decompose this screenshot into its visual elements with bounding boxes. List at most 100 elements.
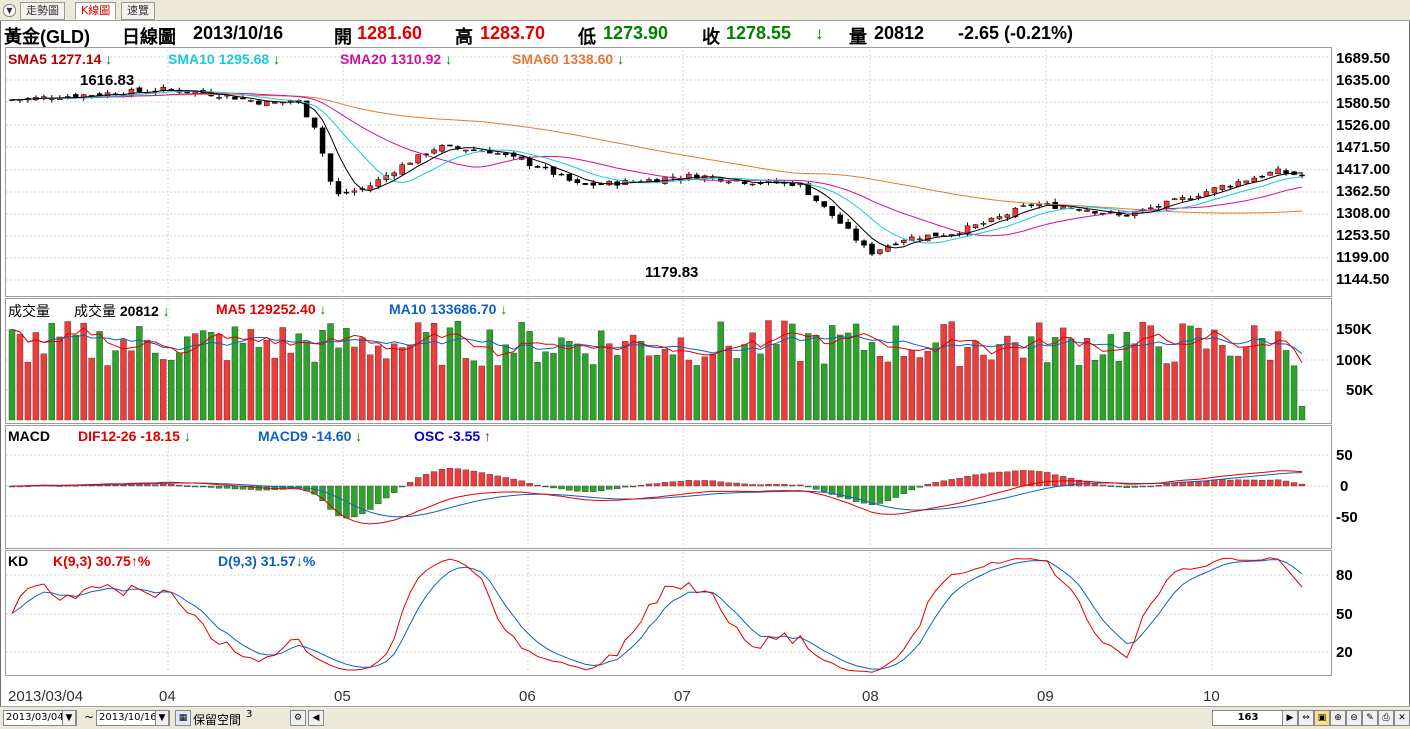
ma5-legend: MA5 129252.40 ↓ (216, 301, 327, 317)
candle-body (192, 91, 198, 94)
save-icon[interactable]: ▣ (1314, 710, 1330, 726)
volume-bar (152, 352, 159, 421)
zoom-in-icon[interactable]: ⊕ (1330, 710, 1346, 726)
osc-bar (542, 485, 549, 488)
sma60-line (11, 94, 1303, 214)
candle-body (1116, 213, 1122, 216)
macd-axis-label: 50 (1336, 447, 1353, 464)
dif-legend: DIF12-26 -18.15 ↓ (78, 428, 191, 444)
osc-bar (168, 484, 175, 487)
candle-body (1179, 197, 1186, 200)
price-axis-label: 1417.00 (1336, 161, 1391, 178)
volume-bar (414, 322, 422, 421)
volume-bar (1203, 348, 1210, 421)
osc-bar (972, 474, 979, 487)
price-panel[interactable] (5, 47, 1332, 297)
price-axis-label: 1144.50 (1336, 271, 1390, 288)
bottom-toolbar: 2013/03/04 ▼ ~ 2013/10/16 ▼ ▦ 保留空間 3 ⚙ ◀… (0, 706, 1410, 729)
start-date-field[interactable]: 2013/03/04 (3, 710, 77, 726)
fit-icon[interactable]: ⇔ (1298, 710, 1314, 726)
print-icon[interactable]: ⎙ (1378, 710, 1394, 726)
menu-dropdown-icon[interactable]: ▼ (3, 4, 16, 17)
candle-body (1147, 207, 1154, 210)
volume-bar (1195, 328, 1202, 421)
volume-bar (1179, 323, 1186, 421)
osc-bar (1282, 480, 1290, 487)
candle-body (821, 201, 827, 207)
macd-axis-label: 0 (1340, 478, 1349, 495)
osc-bar (1227, 479, 1234, 487)
zoom-out-icon[interactable]: ⊖ (1346, 710, 1362, 726)
volume-bar (239, 342, 247, 421)
volume-bar (749, 332, 756, 421)
price-axis-label: 1635.00 (1336, 72, 1391, 89)
volume-bar (566, 341, 573, 421)
candle-body (399, 164, 405, 175)
volume-panel[interactable] (5, 298, 1332, 424)
osc-bar (1298, 483, 1306, 487)
osc-bar (956, 478, 963, 487)
osc-bar (1028, 470, 1035, 487)
osc-bar (383, 485, 390, 499)
osc-bar (924, 484, 931, 487)
osc-bar (494, 475, 501, 487)
osc-legend: OSC -3.55 ↑ (414, 428, 492, 444)
price-axis-label: 1580.50 (1336, 95, 1391, 112)
kd-panel[interactable] (5, 550, 1332, 676)
volume-bar (16, 334, 24, 421)
end-date-field[interactable]: 2013/10/16 (96, 710, 170, 726)
osc-bar (454, 468, 462, 487)
volume-bar (223, 360, 231, 421)
osc-bar (223, 485, 231, 489)
calendar-icon[interactable]: ▦ (175, 710, 191, 726)
price-axis-label: 1689.50 (1336, 50, 1391, 67)
osc-bar (892, 485, 900, 498)
bar-count-field[interactable]: 163 (1212, 710, 1284, 726)
start-date-dropdown-icon[interactable]: ▼ (62, 710, 76, 726)
tools-icon[interactable]: ✎ (1362, 710, 1378, 726)
tab-trend[interactable]: 走勢圖 (20, 2, 65, 20)
candle-body (1227, 185, 1234, 188)
osc-bar (1155, 485, 1162, 487)
osc-bar (1266, 479, 1274, 487)
candle-body (749, 183, 756, 186)
candle-body (917, 238, 923, 241)
volume-bar (757, 353, 764, 421)
end-date-dropdown-icon[interactable]: ▼ (155, 710, 169, 726)
candle-body (351, 190, 358, 193)
osc-bar (645, 483, 653, 487)
date-axis-label: 08 (862, 688, 879, 705)
scroll-right-icon[interactable]: ▶ (1282, 710, 1298, 726)
volume-bar (868, 342, 876, 421)
dif-line (12, 470, 1303, 525)
volume-bar (311, 361, 318, 421)
osc-bar (606, 485, 613, 490)
tab-kline[interactable]: K線圖 (75, 2, 117, 20)
volume-bar (590, 364, 597, 421)
date-range-tilde: ~ (84, 710, 95, 724)
osc-bar (231, 485, 239, 490)
volume-bar (534, 361, 541, 421)
osc-bar (582, 485, 589, 492)
osc-bar (1036, 471, 1043, 487)
date-axis-label: 2013/03/04 (8, 688, 84, 705)
d-arrow-icon: ↓ (295, 553, 303, 569)
settings-icon[interactable]: ⚙ (290, 710, 306, 726)
osc-arrow-icon: ↑ (484, 428, 492, 444)
volume-value: 20812 (874, 23, 925, 43)
high-label: 高 (455, 27, 473, 47)
tab-overview[interactable]: 速覽 (121, 2, 155, 20)
scroll-left-icon[interactable]: ◀ (308, 710, 324, 726)
volume-bar (661, 349, 669, 421)
macd-panel[interactable] (5, 425, 1332, 549)
quote-date: 2013/10/16 (193, 23, 284, 43)
osc-bar (637, 484, 645, 487)
reserve-space-value[interactable]: 3 (246, 709, 253, 720)
volume-bar (96, 331, 103, 421)
volume-bar (629, 334, 637, 421)
candle-body (853, 228, 859, 241)
candle-body (1283, 170, 1289, 174)
volume-axis-label: 50K (1346, 382, 1374, 399)
volume-bar (1123, 332, 1131, 421)
close-icon[interactable]: ✕ (1394, 710, 1410, 726)
